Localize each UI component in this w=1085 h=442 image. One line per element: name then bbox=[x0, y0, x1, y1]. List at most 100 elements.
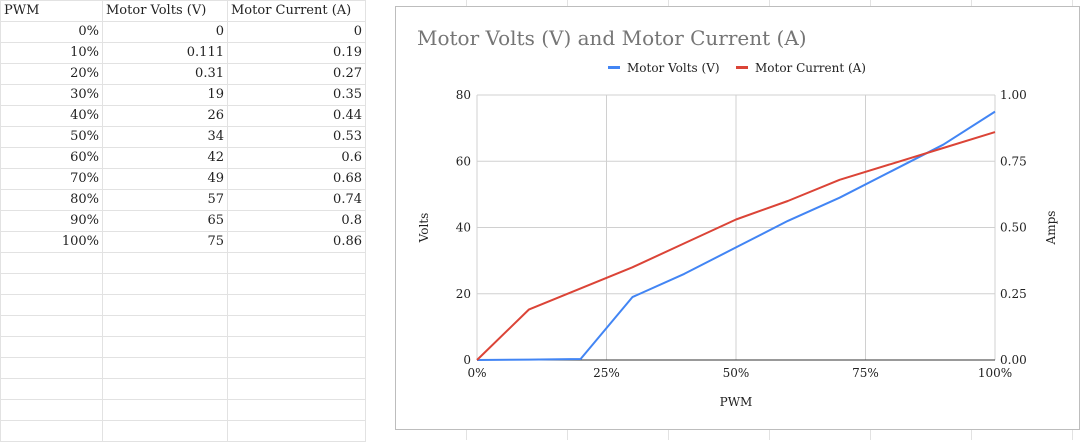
chart[interactable]: Motor Volts (V) and Motor Current (A) 0 2… bbox=[395, 6, 1080, 430]
table-cell[interactable]: 0.35 bbox=[227, 84, 366, 106]
empty-cell[interactable] bbox=[227, 399, 366, 421]
empty-cell[interactable] bbox=[102, 315, 228, 337]
table-cell[interactable]: 70% bbox=[0, 168, 103, 190]
table-row: 100% 75 0.86 bbox=[0, 231, 366, 253]
series-line-motor-volts bbox=[476, 110, 996, 361]
empty-row bbox=[0, 252, 366, 274]
y-tick-label: 60 bbox=[456, 154, 471, 168]
table-cell[interactable]: 49 bbox=[102, 168, 228, 190]
empty-cell[interactable] bbox=[227, 357, 366, 379]
empty-cell[interactable] bbox=[0, 378, 103, 400]
table-cell[interactable]: 60% bbox=[0, 147, 103, 169]
table-cell[interactable]: 0.8 bbox=[227, 210, 366, 232]
empty-cell[interactable] bbox=[227, 273, 366, 295]
empty-cell[interactable] bbox=[0, 336, 103, 358]
table-cell[interactable]: 0.53 bbox=[227, 126, 366, 148]
empty-cell[interactable] bbox=[102, 378, 228, 400]
y2-tick-label: 0.25 bbox=[1000, 287, 1027, 301]
empty-cell[interactable] bbox=[102, 336, 228, 358]
table-cell[interactable]: 90% bbox=[0, 210, 103, 232]
y2-tick-label: 0.00 bbox=[1000, 353, 1027, 367]
table-cell[interactable]: 34 bbox=[102, 126, 228, 148]
table-cell[interactable]: 0 bbox=[102, 21, 228, 43]
empty-cell[interactable] bbox=[102, 420, 228, 442]
table-cell[interactable]: 80% bbox=[0, 189, 103, 211]
empty-cell[interactable] bbox=[227, 294, 366, 316]
table-cell[interactable]: 19 bbox=[102, 84, 228, 106]
table-cell[interactable]: 75 bbox=[102, 231, 228, 253]
table-cell[interactable]: 30% bbox=[0, 84, 103, 106]
empty-cell[interactable] bbox=[102, 399, 228, 421]
table-cell[interactable]: 57 bbox=[102, 189, 228, 211]
empty-cell[interactable] bbox=[102, 252, 228, 274]
x-tick-label: 100% bbox=[978, 366, 1012, 380]
table-row: 80% 57 0.74 bbox=[0, 189, 366, 211]
x-tick-label: 50% bbox=[723, 366, 750, 380]
empty-cell[interactable] bbox=[227, 420, 366, 442]
empty-row bbox=[0, 399, 366, 421]
empty-cell[interactable] bbox=[0, 273, 103, 295]
table-cell[interactable]: 40% bbox=[0, 105, 103, 127]
table-cell[interactable]: 0.31 bbox=[102, 63, 228, 85]
empty-cell[interactable] bbox=[0, 420, 103, 442]
table-row: 60% 42 0.6 bbox=[0, 147, 366, 169]
data-table: PWM Motor Volts (V) Motor Current (A) 0%… bbox=[0, 0, 366, 442]
x-tick-label: 75% bbox=[852, 366, 879, 380]
table-cell[interactable]: 0.6 bbox=[227, 147, 366, 169]
empty-row bbox=[0, 357, 366, 379]
y-tick-label: 40 bbox=[456, 221, 471, 235]
table-cell[interactable]: 10% bbox=[0, 42, 103, 64]
empty-cell[interactable] bbox=[227, 252, 366, 274]
header-cell-motor-volts[interactable]: Motor Volts (V) bbox=[102, 0, 228, 22]
table-row: 10% 0.111 0.19 bbox=[0, 42, 366, 64]
empty-cell[interactable] bbox=[0, 399, 103, 421]
header-cell-pwm[interactable]: PWM bbox=[0, 0, 103, 22]
empty-row bbox=[0, 336, 366, 358]
empty-row bbox=[0, 378, 366, 400]
legend-swatch bbox=[608, 66, 620, 69]
empty-row bbox=[0, 420, 366, 442]
table-row: 90% 65 0.8 bbox=[0, 210, 366, 232]
table-cell[interactable]: 50% bbox=[0, 126, 103, 148]
x-axis-title: PWM bbox=[720, 395, 753, 409]
y2-axis-title: Amps bbox=[1044, 211, 1058, 246]
legend-swatch bbox=[736, 66, 748, 69]
table-row: 30% 19 0.35 bbox=[0, 84, 366, 106]
empty-cell[interactable] bbox=[227, 336, 366, 358]
table-cell[interactable]: 20% bbox=[0, 63, 103, 85]
table-cell[interactable]: 0.86 bbox=[227, 231, 366, 253]
empty-cell[interactable] bbox=[0, 252, 103, 274]
empty-cell[interactable] bbox=[0, 315, 103, 337]
table-cell[interactable]: 100% bbox=[0, 231, 103, 253]
empty-cell[interactable] bbox=[227, 315, 366, 337]
table-cell[interactable]: 65 bbox=[102, 210, 228, 232]
table-cell[interactable]: 42 bbox=[102, 147, 228, 169]
empty-row bbox=[0, 273, 366, 295]
table-cell[interactable]: 0% bbox=[0, 21, 103, 43]
table-row: 20% 0.31 0.27 bbox=[0, 63, 366, 85]
table-cell[interactable]: 0 bbox=[227, 21, 366, 43]
y2-tick-label: 0.75 bbox=[1000, 154, 1027, 168]
chart-canvas: 0 20 40 60 80 0.00 0.25 0.50 0.75 1.00 0% 25% 50% 75%… bbox=[417, 61, 1058, 409]
x-tick-label: 0% bbox=[467, 366, 486, 380]
table-row: 40% 26 0.44 bbox=[0, 105, 366, 127]
empty-cell[interactable] bbox=[0, 357, 103, 379]
empty-cell[interactable] bbox=[102, 294, 228, 316]
table-cell[interactable]: 26 bbox=[102, 105, 228, 127]
table-cell[interactable]: 0.74 bbox=[227, 189, 366, 211]
header-row: PWM Motor Volts (V) Motor Current (A) bbox=[0, 0, 366, 22]
table-cell[interactable]: 0.27 bbox=[227, 63, 366, 85]
empty-cell[interactable] bbox=[227, 378, 366, 400]
header-cell-motor-current[interactable]: Motor Current (A) bbox=[227, 0, 366, 22]
table-cell[interactable]: 0.19 bbox=[227, 42, 366, 64]
table-cell[interactable]: 0.111 bbox=[102, 42, 228, 64]
empty-cell[interactable] bbox=[0, 294, 103, 316]
chart-title: Motor Volts (V) and Motor Current (A) bbox=[417, 26, 807, 50]
empty-cell[interactable] bbox=[102, 273, 228, 295]
table-cell[interactable]: 0.68 bbox=[227, 168, 366, 190]
table-cell[interactable]: 0.44 bbox=[227, 105, 366, 127]
empty-cell[interactable] bbox=[102, 357, 228, 379]
table-row: 70% 49 0.68 bbox=[0, 168, 366, 190]
legend-label: Motor Volts (V) bbox=[627, 61, 720, 75]
table-row: 0% 0 0 bbox=[0, 21, 366, 43]
